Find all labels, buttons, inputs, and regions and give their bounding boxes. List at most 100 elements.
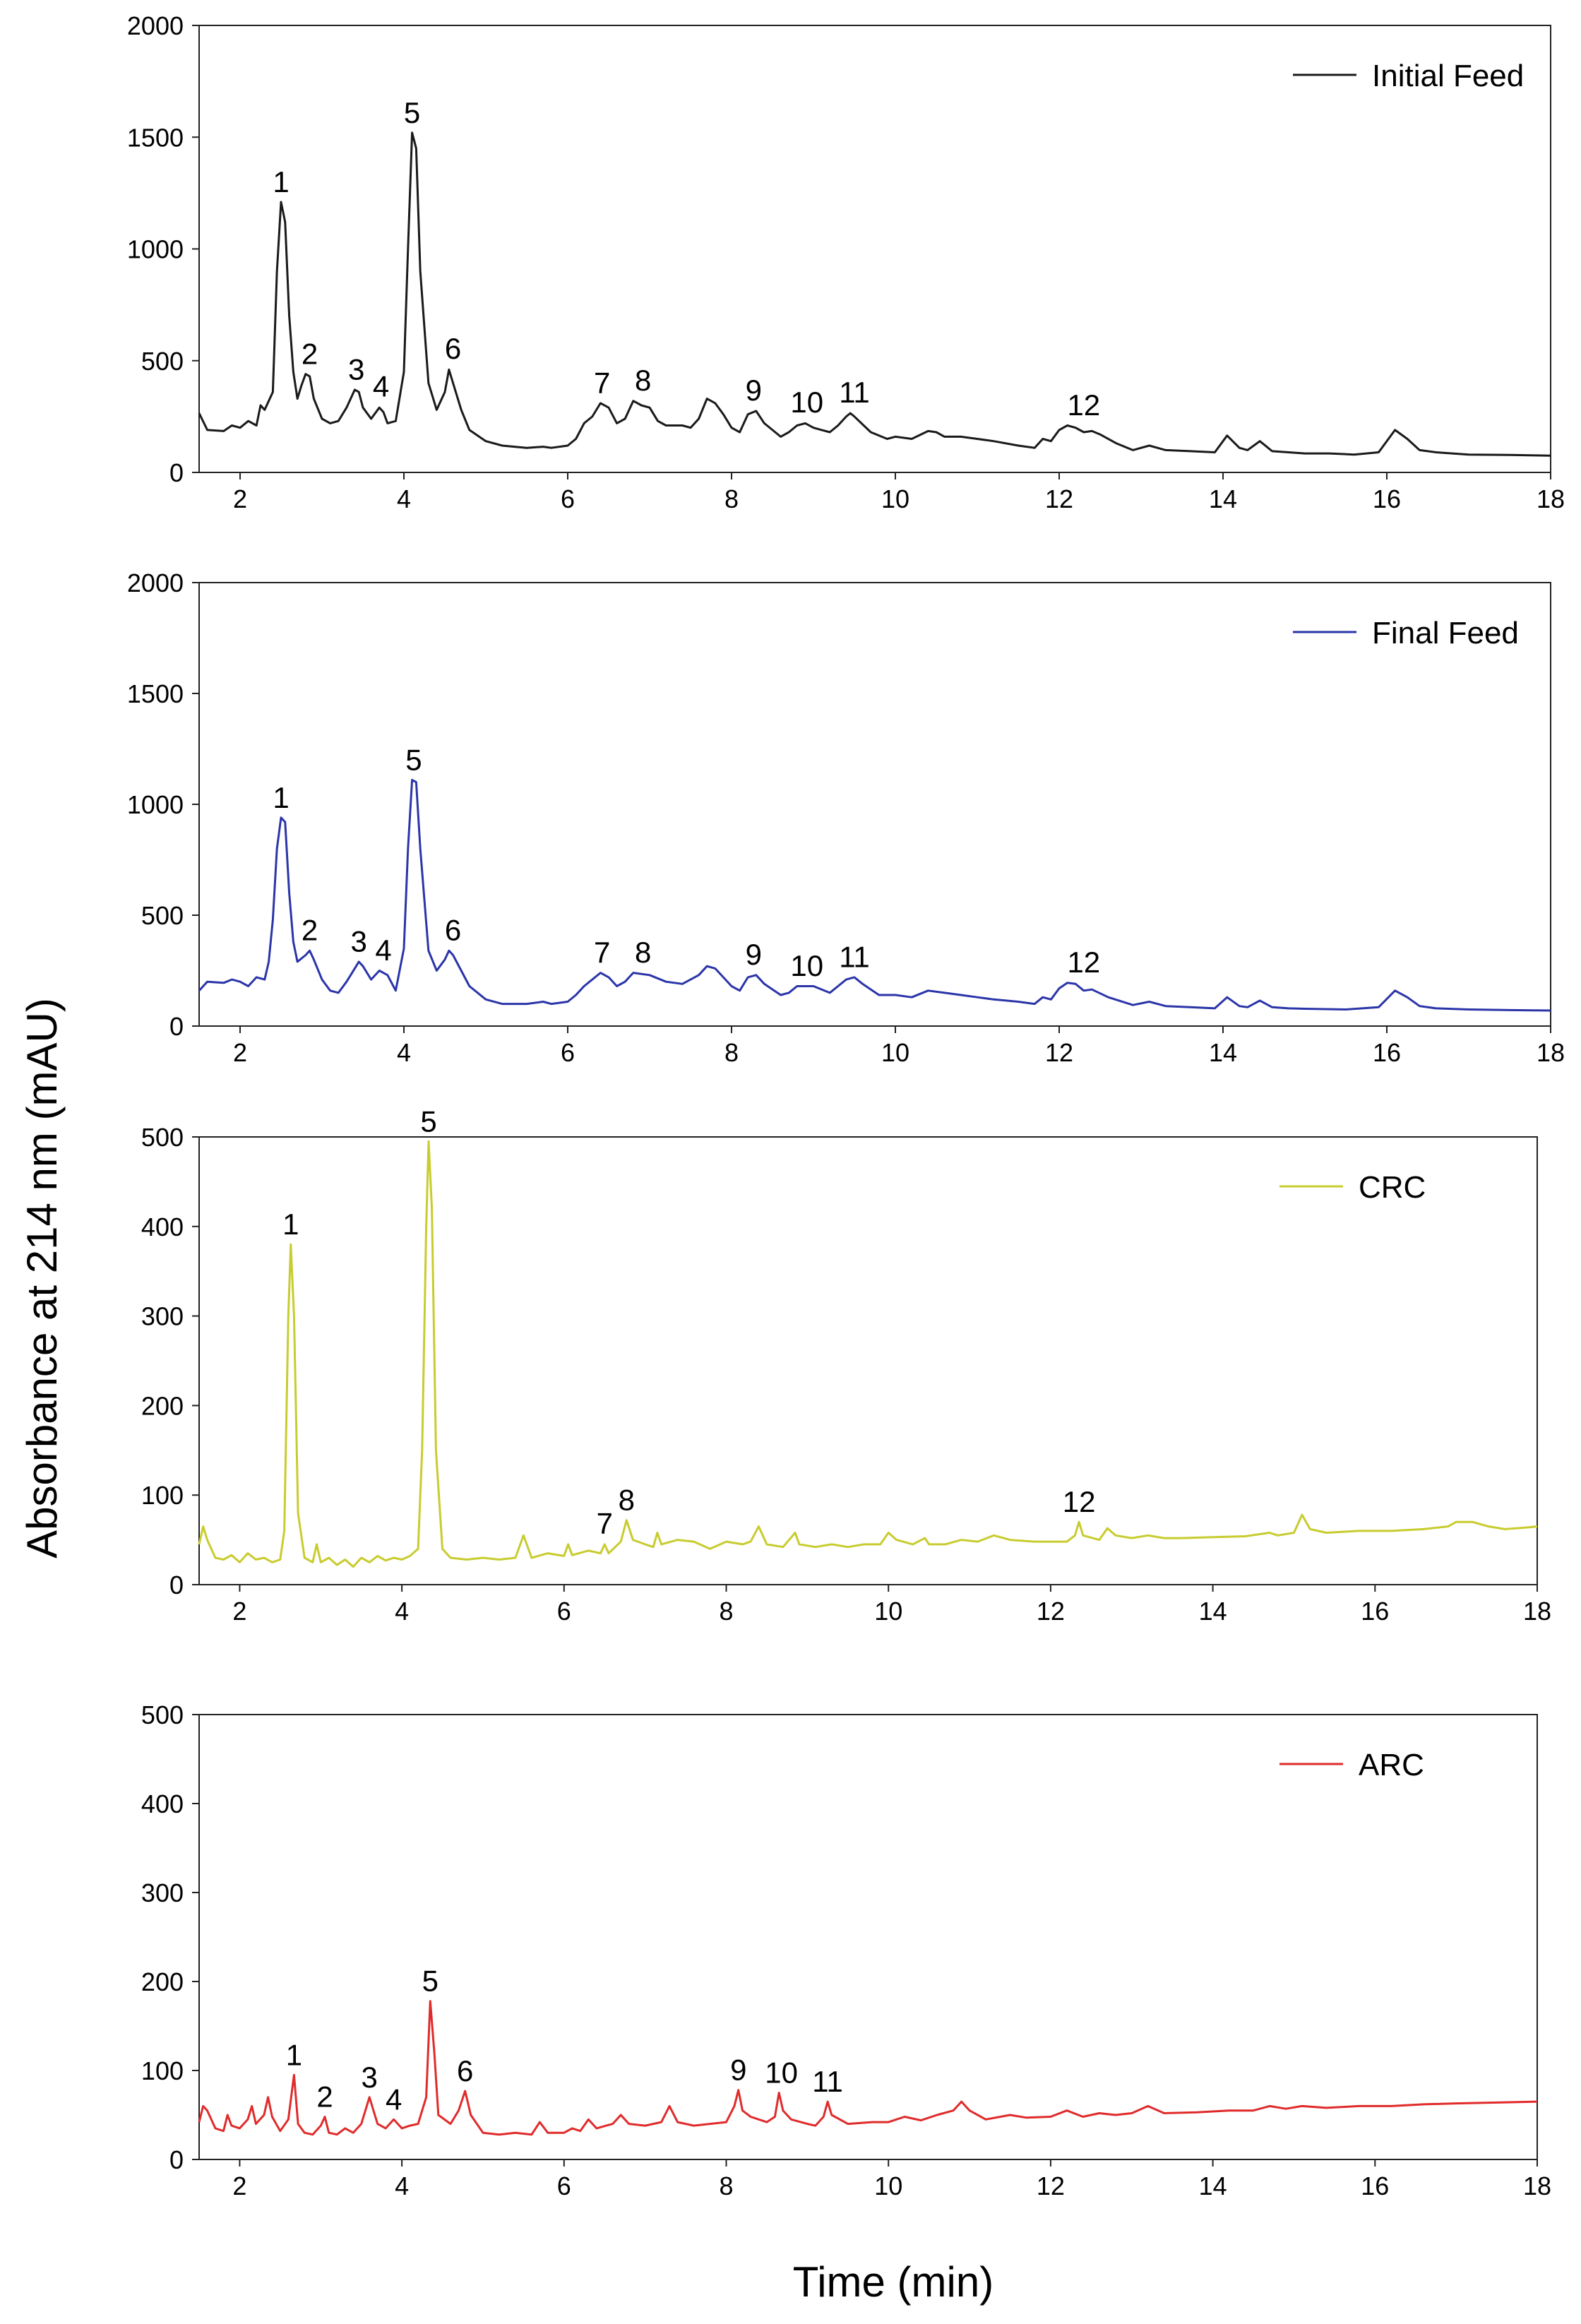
x-tick-label: 6 [557, 1597, 571, 1626]
peak-label: 5 [404, 96, 420, 129]
y-tick-label: 400 [141, 1789, 184, 1818]
x-tick-label: 10 [881, 484, 909, 513]
x-tick-label: 6 [557, 2171, 571, 2200]
legend-label: ARC [1359, 1748, 1424, 1782]
x-tick-label: 10 [874, 2171, 902, 2200]
plot-frame [198, 1136, 1538, 1585]
peak-label: 2 [302, 914, 318, 947]
legend-label: Final Feed [1372, 616, 1519, 650]
peak-label: 1 [286, 2038, 302, 2071]
peak-label: 8 [635, 936, 651, 969]
x-tick-label: 12 [1045, 484, 1073, 513]
peak-label: 5 [422, 1965, 438, 1998]
x-tick-label: 14 [1199, 1597, 1227, 1626]
peak-label: 8 [635, 364, 651, 397]
x-tick-label: 14 [1209, 484, 1237, 513]
x-tick-label: 18 [1537, 1038, 1565, 1067]
y-tick-label: 1500 [127, 679, 184, 708]
y-tick-label: 0 [169, 2145, 184, 2174]
peak-label: 4 [373, 370, 389, 403]
x-tick-label: 12 [1037, 2171, 1065, 2200]
y-tick-label: 100 [141, 2056, 184, 2085]
y-tick-label: 500 [141, 347, 184, 376]
peak-label: 10 [765, 2056, 798, 2090]
y-tick-label: 300 [141, 1302, 184, 1331]
x-tick-label: 18 [1537, 484, 1565, 513]
x-tick-label: 6 [561, 484, 575, 513]
peak-label: 11 [812, 2065, 843, 2098]
legend-label: CRC [1359, 1170, 1426, 1205]
peak-label: 12 [1067, 946, 1100, 979]
x-tick-label: 14 [1199, 2171, 1227, 2200]
x-tick-label: 18 [1523, 1597, 1551, 1626]
x-tick-label: 6 [561, 1038, 575, 1067]
y-tick-label: 200 [141, 1967, 184, 1996]
x-tick-label: 14 [1209, 1038, 1237, 1067]
series-line-initial-feed [198, 131, 1551, 457]
peak-label: 10 [790, 386, 823, 419]
x-tick-label: 4 [397, 1038, 411, 1067]
y-tick-label: 500 [141, 1700, 184, 1729]
series-line-final-feed [198, 779, 1551, 1012]
y-tick-label: 500 [141, 1123, 184, 1152]
peak-label: 6 [445, 332, 461, 365]
peak-label: 6 [457, 2054, 473, 2087]
peak-label: 12 [1067, 388, 1100, 422]
peak-label: 10 [790, 949, 823, 982]
y-tick-label: 0 [169, 1012, 184, 1041]
x-tick-label: 4 [397, 484, 411, 513]
y-tick-label: 500 [141, 901, 184, 930]
x-tick-label: 12 [1045, 1038, 1073, 1067]
y-tick-label: 1000 [127, 235, 184, 264]
x-tick-label: 2 [232, 1597, 246, 1626]
x-tick-label: 18 [1523, 2171, 1551, 2200]
series-line-crc [198, 1140, 1538, 1568]
peak-label: 7 [594, 366, 610, 399]
peak-label: 1 [282, 1208, 299, 1241]
plot-frame [198, 25, 1551, 473]
x-tick-label: 8 [724, 484, 739, 513]
x-tick-label: 16 [1361, 2171, 1389, 2200]
plot-frame [198, 1714, 1538, 2160]
x-tick-label: 4 [395, 2171, 409, 2200]
x-tick-label: 16 [1373, 1038, 1401, 1067]
x-tick-label: 4 [395, 1597, 409, 1626]
y-axis-title: Absorbance at 214 nm (mAU) [18, 998, 66, 1559]
x-tick-label: 12 [1037, 1597, 1065, 1626]
x-tick-label: 2 [232, 2171, 246, 2200]
y-tick-label: 1000 [127, 790, 184, 819]
series-line-arc [198, 2000, 1538, 2136]
legend-label: Initial Feed [1372, 59, 1524, 93]
peak-label: 11 [839, 940, 870, 973]
peak-label: 5 [405, 743, 422, 776]
x-tick-label: 8 [724, 1038, 739, 1067]
x-tick-label: 10 [881, 1038, 909, 1067]
peak-label: 7 [597, 1507, 613, 1540]
peak-label: 2 [316, 2080, 333, 2114]
y-tick-label: 200 [141, 1391, 184, 1420]
x-tick-label: 10 [874, 1597, 902, 1626]
peak-label: 2 [302, 338, 318, 371]
y-tick-label: 100 [141, 1481, 184, 1510]
peak-label: 3 [348, 352, 364, 386]
peak-label: 3 [362, 2061, 378, 2094]
peak-label: 9 [746, 938, 762, 971]
peak-label: 4 [386, 2082, 402, 2116]
peak-label: 8 [619, 1484, 635, 1517]
peak-label: 1 [273, 165, 289, 198]
x-tick-label: 2 [233, 484, 247, 513]
x-axis-title: Time (min) [793, 2258, 994, 2306]
peak-label: 5 [420, 1104, 436, 1138]
y-tick-label: 1500 [127, 123, 184, 152]
x-tick-label: 8 [719, 1597, 733, 1626]
y-tick-label: 300 [141, 1878, 184, 1907]
y-tick-label: 0 [169, 458, 184, 487]
peak-label: 11 [839, 376, 870, 409]
peak-label: 4 [375, 934, 391, 967]
